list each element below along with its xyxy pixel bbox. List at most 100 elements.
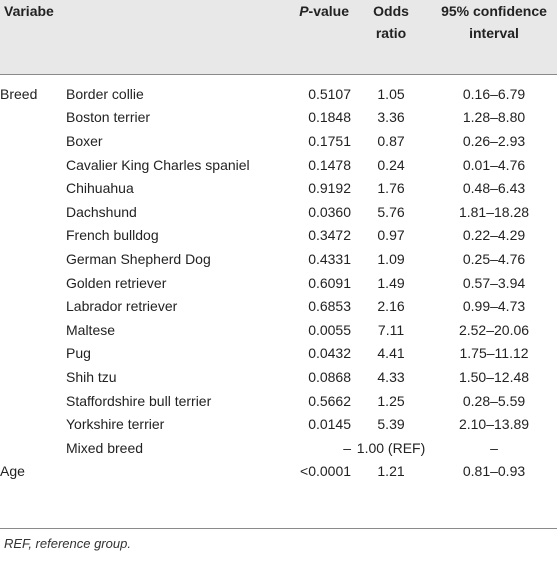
table-row: French bulldog 0.3472 0.97 0.22–4.29 xyxy=(0,224,557,248)
cell-odds-ratio: 0.97 xyxy=(377,227,405,244)
cell-confidence-interval: 0.57–3.94 xyxy=(462,274,526,291)
cell-variable xyxy=(0,342,66,366)
cell-odds-ratio: 1.09 xyxy=(377,250,405,267)
cell-p-value: 0.1478 xyxy=(308,156,352,173)
cell-odds-ratio: 1.21 xyxy=(377,463,405,480)
table-body: Breed Border collie 0.5107 1.05 0.16–6.79 Bos… xyxy=(0,74,557,483)
cell-variable xyxy=(0,365,66,389)
cell-confidence-interval: 0.26–2.93 xyxy=(462,132,526,149)
table-row: Age <0.0001 1.21 0.81–0.93 xyxy=(0,460,557,484)
cell-breed: Pug xyxy=(66,345,91,362)
footer-rule xyxy=(0,528,557,529)
cell-p-value: – xyxy=(343,439,352,456)
cell-variable xyxy=(0,153,66,177)
cell-breed: Golden retriever xyxy=(66,274,167,291)
header-confidence-interval: 95% confidence interval xyxy=(431,0,557,74)
header-band xyxy=(0,0,557,74)
odds-ratio-table: Variabe P-value Odds ratio 95% confidenc… xyxy=(0,0,557,483)
header-odds-ratio: Odds ratio xyxy=(351,0,431,74)
cell-breed: Mixed breed xyxy=(66,439,144,456)
cell-odds-ratio: 1.00 (REF) xyxy=(356,439,426,456)
cell-p-value: 0.0432 xyxy=(308,345,352,362)
cell-breed: Dachshund xyxy=(66,203,137,220)
table-row: Cavalier King Charles spaniel 0.1478 0.24 0… xyxy=(0,153,557,177)
cell-p-value: 0.0360 xyxy=(308,203,352,220)
cell-odds-ratio: 4.41 xyxy=(377,345,405,362)
header-p-italic: P xyxy=(299,3,309,19)
table-row: Boston terrier 0.1848 3.36 1.28–8.80 xyxy=(0,106,557,130)
cell-p-value: 0.5107 xyxy=(308,85,352,102)
cell-breed: Border collie xyxy=(66,85,144,102)
cell-breed: Boston terrier xyxy=(66,109,151,126)
cell-confidence-interval: 0.25–4.76 xyxy=(462,250,526,267)
cell-confidence-interval: 0.81–0.93 xyxy=(462,463,526,480)
table-row: Golden retriever 0.6091 1.49 0.57–3.94 xyxy=(0,271,557,295)
cell-variable xyxy=(0,436,66,460)
cell-p-value: 0.9192 xyxy=(308,180,352,197)
cell-p-value: 0.6091 xyxy=(308,274,352,291)
cell-confidence-interval: 0.16–6.79 xyxy=(462,85,526,102)
cell-odds-ratio: 5.39 xyxy=(377,416,405,433)
cell-p-value: <0.0001 xyxy=(300,463,352,480)
header-variable: Variabe xyxy=(0,0,271,74)
header-odds-line2: ratio xyxy=(375,25,407,41)
cell-p-value: 0.6853 xyxy=(308,298,352,315)
cell-variable xyxy=(0,176,66,200)
cell-confidence-interval: 1.75–11.12 xyxy=(459,345,529,362)
table-row: Boxer 0.1751 0.87 0.26–2.93 xyxy=(0,129,557,153)
table-row: Shih tzu 0.0868 4.33 1.50–12.48 xyxy=(0,365,557,389)
cell-confidence-interval: 1.81–18.28 xyxy=(458,203,530,220)
cell-variable xyxy=(0,129,66,153)
cell-odds-ratio: 1.05 xyxy=(377,85,405,102)
header-p-rest: -value xyxy=(308,3,350,19)
cell-odds-ratio: 1.49 xyxy=(377,274,405,291)
cell-confidence-interval: 0.22–4.29 xyxy=(462,227,526,244)
cell-confidence-interval: 0.48–6.43 xyxy=(462,180,526,197)
header-ci-line1: 95% confidence xyxy=(441,3,547,19)
cell-variable xyxy=(0,294,66,318)
cell-variable xyxy=(0,106,66,130)
cell-breed: Yorkshire terrier xyxy=(66,416,165,433)
cell-odds-ratio: 0.24 xyxy=(377,156,405,173)
cell-variable xyxy=(0,200,66,224)
cell-variable xyxy=(0,247,66,271)
cell-confidence-interval: 2.52–20.06 xyxy=(458,321,530,338)
cell-breed: German Shepherd Dog xyxy=(66,250,211,267)
cell-variable xyxy=(0,224,66,248)
cell-odds-ratio: 0.87 xyxy=(377,132,405,149)
table-row: Staffordshire bull terrier 0.5662 1.25 0.28… xyxy=(0,389,557,413)
table-row: Maltese 0.0055 7.11 2.52–20.06 xyxy=(0,318,557,342)
cell-p-value: 0.0055 xyxy=(308,321,352,338)
table-row: Yorkshire terrier 0.0145 5.39 2.10–13.89 xyxy=(0,412,557,436)
cell-p-value: 0.4331 xyxy=(308,250,352,267)
table-row: Breed Border collie 0.5107 1.05 0.16–6.79 xyxy=(0,74,557,106)
cell-breed: Shih tzu xyxy=(66,368,117,385)
cell-odds-ratio: 4.33 xyxy=(377,368,405,385)
cell-breed: Labrador retriever xyxy=(66,298,178,315)
cell-odds-ratio: 5.76 xyxy=(377,203,405,220)
table-row: Labrador retriever 0.6853 2.16 0.99–4.73 xyxy=(0,294,557,318)
footnote: REF, reference group. xyxy=(4,536,131,551)
header-odds-line1: Odds xyxy=(373,3,409,19)
header-ci-line2: interval xyxy=(469,25,519,41)
cell-confidence-interval: 2.10–13.89 xyxy=(458,416,530,433)
cell-variable xyxy=(0,271,66,295)
header-variable-label: Variabe xyxy=(4,3,54,19)
cell-confidence-interval: 1.50–12.48 xyxy=(458,368,530,385)
table-row: Mixed breed –1.00 (REF) – xyxy=(0,436,557,460)
cell-p-value: 0.3472 xyxy=(308,227,352,244)
cell-breed: French bulldog xyxy=(66,227,159,244)
header-row: Variabe P-value Odds ratio 95% confidenc… xyxy=(0,0,557,74)
cell-confidence-interval: – xyxy=(490,439,498,456)
cell-odds-ratio: 2.16 xyxy=(377,298,405,315)
cell-breed xyxy=(66,460,271,484)
cell-confidence-interval: 0.99–4.73 xyxy=(462,298,526,315)
cell-breed: Cavalier King Charles spaniel xyxy=(66,156,250,173)
table-row: Chihuahua 0.9192 1.76 0.48–6.43 xyxy=(0,176,557,200)
cell-variable xyxy=(0,318,66,342)
cell-breed: Boxer xyxy=(66,132,103,149)
table-row: German Shepherd Dog 0.4331 1.09 0.25–4.76 xyxy=(0,247,557,271)
cell-breed: Staffordshire bull terrier xyxy=(66,392,212,409)
cell-confidence-interval: 1.28–8.80 xyxy=(462,109,526,126)
